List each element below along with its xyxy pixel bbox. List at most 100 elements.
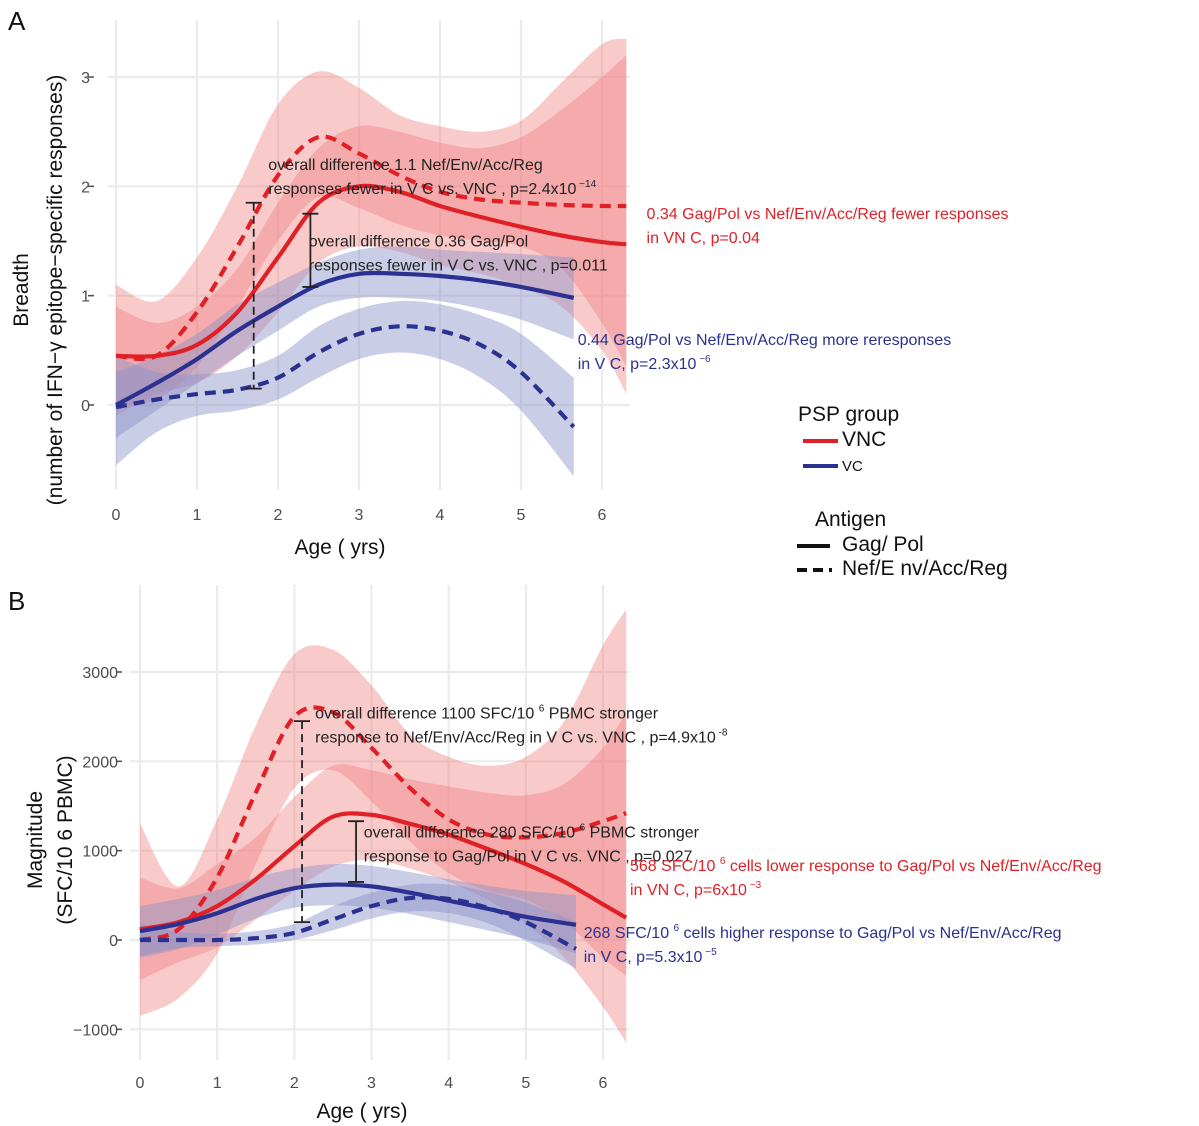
series-line-vc-gagpol (139, 882, 577, 934)
annotation-superscript: 6 (580, 822, 586, 833)
x-tick-label: 4 (444, 1075, 453, 1092)
series-line-vnc-gagpol (139, 811, 628, 932)
confidence-band-vc-gagpol (116, 246, 574, 438)
y-axis-label: Breadth (10, 253, 33, 327)
annotation-text: responses fewer in V C vs. VNC , p=0.011 (309, 257, 608, 274)
annotation-superscript: 6 (720, 856, 726, 867)
y-tick-label: 2000 (82, 754, 118, 771)
confidence-band-vc-gagpol (140, 863, 576, 958)
series-line-vnc-nef (139, 705, 627, 943)
annotation-segment: cells lower response to Gag/Pol vs Nef/E… (725, 858, 1101, 875)
annotation-superscript: 6 (674, 923, 680, 934)
annotation-segment: 0.44 Gag/Pol vs Nef/Env/Acc/Reg more rer… (578, 332, 952, 349)
legend-gagpol-label: Gag/ Pol (842, 533, 924, 556)
annotation-superscript: −5 (702, 947, 717, 958)
x-tick-label: 0 (136, 1075, 145, 1092)
legend-vnc-label: VNC (842, 428, 886, 451)
annotation-text: 0.34 Gag/Pol vs Nef/Env/Acc/Reg fewer re… (647, 206, 1009, 223)
legend-vc-label: VC (842, 458, 863, 475)
annotation-text: 268 SFC/10 6 cells higher response to Ga… (584, 923, 1062, 942)
annotation-text: overall difference 1100 SFC/10 6 PBMC st… (315, 703, 659, 722)
legend: PSP group VNC VC Antigen Gag/ Pol Nef/E … (797, 403, 1008, 580)
annotation-text: 568 SFC/10 6 cells lower response to Gag… (630, 856, 1102, 875)
annotation-text: response to Gag/Pol in V C vs. VNC , p=0… (364, 848, 693, 865)
annotation-segment: in V C, p=2.3x10 (578, 356, 697, 373)
legend-antigen-title: Antigen (815, 508, 886, 531)
x-tick-label: 5 (521, 1075, 530, 1092)
panel-label-b: B (8, 586, 25, 616)
x-axis-label: Age ( yrs) (316, 1100, 407, 1123)
y-tick-label: 3 (81, 70, 90, 87)
y-axis-label-units: (number of IFN−γ epitope−specific respon… (44, 75, 67, 506)
series-line-vnc-gagpol (115, 183, 627, 359)
confidence-band-vnc-gagpol (140, 712, 627, 1043)
confidence-band-vc-nef (116, 300, 574, 477)
annotation-superscript: −3 (747, 880, 762, 891)
annotation-text: 0.44 Gag/Pol vs Nef/Env/Acc/Reg more rer… (578, 332, 952, 349)
annotation-text: response to Nef/Env/Acc/Reg in V C vs. V… (315, 727, 728, 746)
annotation-segment: response to Gag/Pol in V C vs. VNC , p=0… (364, 848, 693, 865)
annotation-segment: overall difference 1.1 Nef/Env/Acc/Reg (268, 157, 543, 174)
confidence-band-vnc-nef (116, 38, 627, 405)
annotation-segment: PBMC stronger (544, 705, 658, 722)
annotation-segment: responses fewer in V C vs. VNC , p=0.011 (309, 257, 608, 274)
y-axis-label: Magnitude (24, 791, 47, 889)
annotation-segment: 268 SFC/10 (584, 925, 674, 942)
legend-group-title: PSP group (798, 403, 899, 426)
x-tick-label: 4 (436, 507, 445, 524)
x-tick-label: 6 (598, 507, 607, 524)
annotation-segment: overall difference 280 SFC/10 (364, 824, 580, 841)
y-tick-label: 1000 (82, 844, 118, 861)
annotation-segment: overall difference 1100 SFC/10 (315, 705, 539, 722)
y-tick-label: 3000 (82, 665, 118, 682)
x-tick-label: 1 (193, 507, 202, 524)
y-tick-label: −1000 (73, 1022, 118, 1039)
confidence-band-vnc-nef (140, 609, 627, 1016)
y-tick-label: 0 (109, 933, 118, 950)
x-tick-label: 6 (599, 1075, 608, 1092)
annotation-text: overall difference 1.1 Nef/Env/Acc/Reg (268, 157, 543, 174)
y-tick-label: 1 (81, 289, 90, 306)
annotation-text: overall difference 280 SFC/10 6 PBMC str… (364, 822, 700, 841)
annotation-superscript: −6 (696, 354, 711, 365)
annotation-segment: response to Nef/Env/Acc/Reg in V C vs. V… (315, 729, 716, 746)
y-tick-label: 0 (81, 398, 90, 415)
annotation-segment: responses fewer in V C vs. VNC , p=2.4x1… (268, 181, 576, 198)
x-tick-label: 2 (290, 1075, 299, 1092)
annotation-segment: overall difference 0.36 Gag/Pol (309, 233, 528, 250)
x-tick-label: 0 (112, 507, 121, 524)
annotation-segment: in VN C, p=0.04 (647, 230, 761, 247)
x-tick-label: 1 (213, 1075, 222, 1092)
annotation-segment: in V C, p=5.3x10 (584, 949, 703, 966)
legend-nef-label: Nef/E nv/Acc/Reg (842, 557, 1008, 580)
annotation-segment: 568 SFC/10 (630, 858, 720, 875)
x-tick-label: 2 (274, 507, 283, 524)
series-line-vc-gagpol (115, 270, 575, 407)
panel-label-a: A (8, 6, 26, 36)
annotation-segment: in VN C, p=6x10 (630, 882, 747, 899)
annotation-superscript: -8 (716, 727, 728, 738)
annotation-text: in V C, p=5.3x10 −5 (584, 947, 717, 966)
x-tick-label: 3 (367, 1075, 376, 1092)
annotation-segment: 0.34 Gag/Pol vs Nef/Env/Acc/Reg fewer re… (647, 206, 1009, 223)
annotation-superscript: 6 (539, 703, 545, 714)
series-line-vnc-nef (115, 134, 627, 362)
y-axis-label-units: (SFC/10 6 PBMC) (54, 755, 77, 924)
annotation-text: overall difference 0.36 Gag/Pol (309, 233, 528, 250)
annotation-text: responses fewer in V C vs. VNC , p=2.4x1… (268, 179, 596, 198)
series-line-vc-nef (115, 324, 576, 429)
annotation-text: in VN C, p=0.04 (647, 230, 761, 247)
series-line-vc-nef (140, 895, 577, 951)
y-tick-label: 2 (81, 179, 90, 196)
annotation-text: in VN C, p=6x10 −3 (630, 880, 762, 899)
x-tick-label: 5 (517, 507, 526, 524)
annotation-superscript: −14 (576, 179, 596, 190)
annotation-segment: cells higher response to Gag/Pol vs Nef/… (679, 925, 1061, 942)
x-tick-label: 3 (355, 507, 364, 524)
panel-a-plot: overall difference 1.1 Nef/Env/Acc/Reg re… (10, 20, 1009, 559)
annotation-text: in V C, p=2.3x10 −6 (578, 354, 711, 373)
annotation-segment: PBMC stronger (585, 824, 699, 841)
panel-b-plot: overall difference 1100 SFC/10 6 PBMC st… (24, 585, 1102, 1123)
x-axis-label: Age ( yrs) (294, 536, 385, 559)
